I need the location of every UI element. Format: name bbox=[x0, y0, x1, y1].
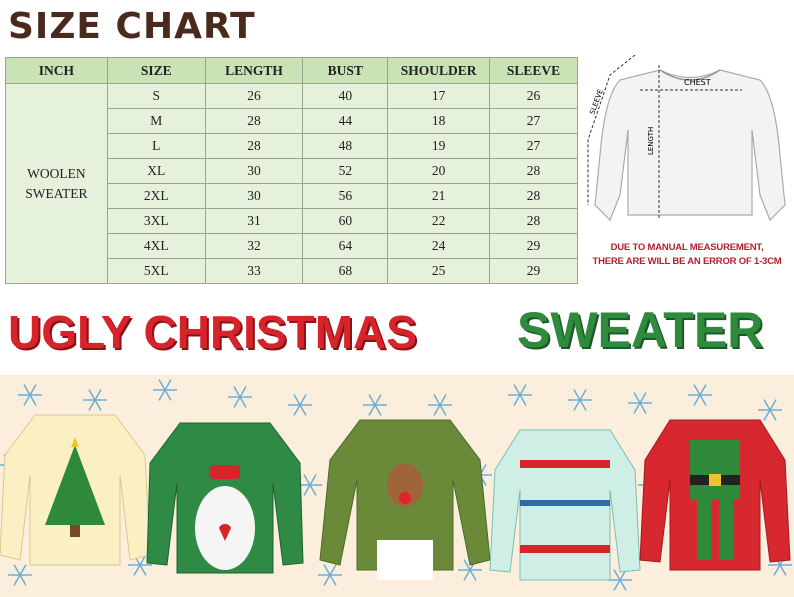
sleeve-label: SLEEVE bbox=[588, 88, 605, 116]
sweater-tree bbox=[0, 414, 151, 566]
page-title: SIZE CHART bbox=[8, 6, 256, 47]
table-cell: 25 bbox=[387, 258, 491, 284]
sweater-reindeer bbox=[319, 419, 491, 580]
table-cell: L bbox=[106, 133, 206, 159]
table-cell: 26 bbox=[204, 83, 304, 109]
table-cell: 2XL bbox=[106, 183, 206, 209]
table-header-row: INCH SIZE LENGTH BUST SHOULDER SLEEVE bbox=[5, 57, 578, 84]
table-cell: 19 bbox=[387, 133, 491, 159]
table-cell: 52 bbox=[302, 158, 389, 184]
sweater-measurement-diagram: CHEST LENGTH SLEEVE bbox=[587, 55, 786, 222]
snowflake-icon bbox=[318, 564, 342, 586]
table-row: 4XL 32 64 24 29 bbox=[6, 233, 578, 259]
table-cell: 30 bbox=[204, 183, 304, 209]
table-row: M 28 44 18 27 bbox=[6, 108, 578, 134]
table-cell: 21 bbox=[387, 183, 491, 209]
table-cell: 48 bbox=[302, 133, 389, 159]
table-cell: 40 bbox=[302, 83, 389, 109]
table-row: WOOLEN SWEATER S 26 40 17 26 bbox=[5, 83, 578, 284]
snowflake-icon bbox=[758, 399, 782, 421]
header-cell: SLEEVE bbox=[489, 57, 578, 84]
table-cell: 3XL bbox=[106, 208, 206, 234]
table-cell: 28 bbox=[204, 108, 304, 134]
table-cell: 28 bbox=[489, 208, 578, 234]
banner: UGLY CHRISTMAS SWEATER bbox=[0, 292, 794, 372]
snowflake-icon bbox=[508, 384, 532, 406]
table-cell: 26 bbox=[489, 83, 578, 109]
chest-label: CHEST bbox=[684, 78, 711, 87]
category-cell: WOOLEN SWEATER bbox=[5, 83, 108, 284]
sleeve-arrow bbox=[587, 55, 636, 205]
snowflake-icon bbox=[428, 394, 452, 416]
table-cell: 28 bbox=[204, 133, 304, 159]
table-cell: 27 bbox=[489, 108, 578, 134]
table-cell: 24 bbox=[387, 233, 491, 259]
table-cell: 68 bbox=[302, 258, 389, 284]
table-cell: XL bbox=[106, 158, 206, 184]
table-cell: 30 bbox=[204, 158, 304, 184]
snowflake-icon bbox=[363, 394, 387, 416]
snowflake-icon bbox=[298, 474, 322, 496]
table-cell: 44 bbox=[302, 108, 389, 134]
snowflake-icon bbox=[688, 384, 712, 406]
table-row: 5XL 33 68 25 29 bbox=[6, 258, 578, 284]
table-cell: 18 bbox=[387, 108, 491, 134]
measurement-note: DUE TO MANUAL MEASUREMENT, THERE ARE WIL… bbox=[582, 241, 792, 269]
table-cell: 28 bbox=[489, 183, 578, 209]
sweater-fairisle bbox=[489, 429, 641, 581]
table-cell: 5XL bbox=[106, 258, 206, 284]
table-cell: 27 bbox=[489, 133, 578, 159]
snowflake-icon bbox=[628, 392, 652, 414]
table-cell: 28 bbox=[489, 158, 578, 184]
table-cell: 29 bbox=[489, 233, 578, 259]
sweater-elf bbox=[639, 419, 791, 571]
snowflake-icon bbox=[83, 389, 107, 411]
note-line: DUE TO MANUAL MEASUREMENT, bbox=[610, 242, 764, 253]
snowflake-icon bbox=[228, 386, 252, 408]
table-cell: 4XL bbox=[106, 233, 206, 259]
header-cell: LENGTH bbox=[204, 57, 304, 84]
snowflake-icon bbox=[153, 379, 177, 401]
snowflake-icon bbox=[288, 394, 312, 416]
table-cell: S bbox=[106, 83, 206, 109]
table-row: 2XL 30 56 21 28 bbox=[6, 183, 578, 209]
table-cell: 20 bbox=[387, 158, 491, 184]
note-line: THERE ARE WILL BE AN ERROR OF 1-3CM bbox=[592, 256, 782, 267]
banner-red-text: UGLY CHRISTMAS bbox=[8, 306, 417, 358]
category-line: WOOLEN bbox=[27, 165, 86, 181]
category-line: SWEATER bbox=[25, 185, 88, 201]
table-cell: 56 bbox=[302, 183, 389, 209]
table-cell: 29 bbox=[489, 258, 578, 284]
table-cell: M bbox=[106, 108, 206, 134]
sweater-bear bbox=[146, 422, 304, 574]
table-cell: 22 bbox=[387, 208, 491, 234]
snowflake-icon bbox=[568, 389, 592, 411]
snowflake-icon bbox=[8, 564, 32, 586]
snowflake-icon bbox=[18, 384, 42, 406]
size-table: INCH SIZE LENGTH BUST SHOULDER SLEEVE WO… bbox=[5, 57, 578, 284]
snowflake-icon bbox=[608, 569, 632, 591]
header-cell: BUST bbox=[302, 57, 389, 84]
table-cell: 31 bbox=[204, 208, 304, 234]
table-cell: 17 bbox=[387, 83, 491, 109]
header-cell: SIZE bbox=[106, 57, 206, 84]
table-cell: 64 bbox=[302, 233, 389, 259]
header-cell: INCH bbox=[5, 57, 108, 84]
table-cell: 32 bbox=[204, 233, 304, 259]
header-cell: SHOULDER bbox=[387, 57, 491, 84]
length-label: LENGTH bbox=[647, 127, 655, 155]
sweater-outline bbox=[594, 69, 786, 222]
banner-green-text: SWEATER bbox=[517, 302, 764, 358]
sweaters-illustration bbox=[0, 375, 794, 597]
table-row: 3XL 31 60 22 28 bbox=[6, 208, 578, 234]
table-cell: 60 bbox=[302, 208, 389, 234]
table-cell: 33 bbox=[204, 258, 304, 284]
